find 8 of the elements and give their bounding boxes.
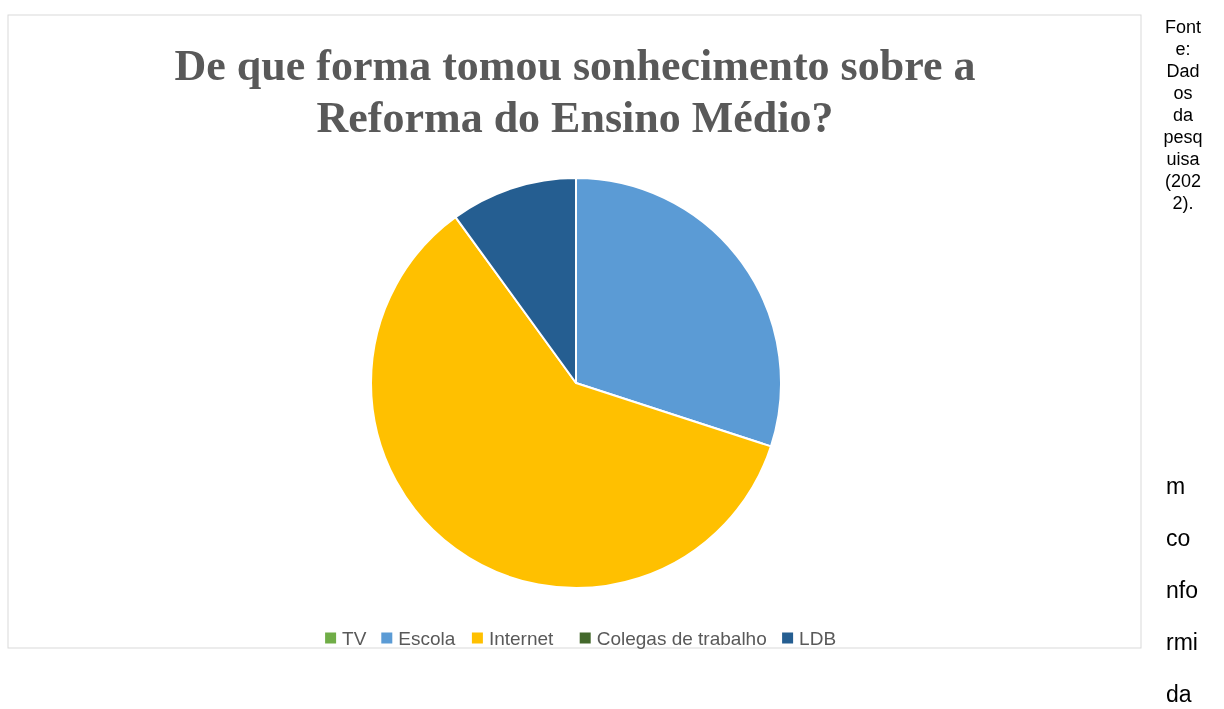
legend-label: LDB [799, 627, 837, 649]
legend-label: Internet [488, 627, 555, 649]
text: Fonte: Dados da pesquisa (2022). [1163, 17, 1203, 213]
chart-title: De que forma tomou sonhecimento sobre a Reforma do Ensino Médio? [174, 41, 976, 142]
legend-label: Colegas de trabalho [596, 627, 767, 649]
legend-label: Escola [398, 627, 456, 649]
legend-label: TV [342, 627, 367, 649]
text: m conformida [1166, 472, 1199, 709]
